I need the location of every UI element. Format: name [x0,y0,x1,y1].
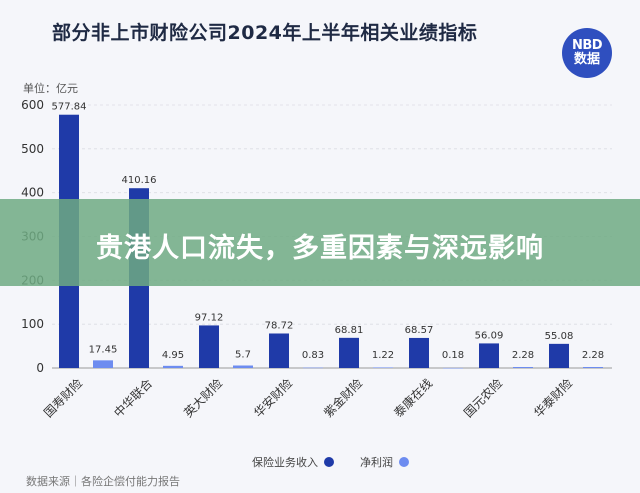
chart-legend: 保险业务收入 净利润 [252,454,435,470]
bar-profit [233,365,253,368]
x-tick-label: 紫金财险 [321,376,366,421]
bar-profit [373,367,393,368]
x-tick-label: 泰康在线 [391,376,436,421]
x-tick-label: 国寿财险 [41,376,86,421]
bar-profit [93,360,113,368]
bar-revenue [409,337,429,368]
data-label-profit: 2.28 [582,350,604,361]
unit-label: 单位：亿元 [23,82,78,95]
data-label-revenue: 56.09 [475,330,504,341]
data-label-profit: 17.45 [89,344,118,355]
data-label-profit: 4.95 [162,350,184,361]
bar-revenue [479,343,499,368]
data-label-profit: 0.18 [442,350,464,361]
logo-text-nbd: NBD [571,38,603,53]
bar-revenue [199,325,219,368]
data-label-profit: 1.22 [372,350,394,361]
bar-revenue [269,333,289,368]
x-tick-label: 中华联合 [111,376,156,421]
legend-swatch-profit [399,457,409,467]
x-tick-label: 华泰财险 [531,376,576,421]
data-label-profit: 2.28 [512,350,534,361]
x-tick-label: 英大财险 [181,376,226,421]
y-tick-label: 400 [21,186,44,200]
data-label-revenue: 577.84 [52,102,87,113]
y-tick-label: 0 [36,361,44,375]
legend-swatch-revenue [324,457,334,467]
bar-profit [443,367,463,369]
y-tick-label: 100 [21,317,44,331]
y-tick-label: 600 [21,98,44,112]
logo-text-data: 数据 [573,51,600,67]
data-label-profit: 0.83 [302,350,324,361]
bar-profit [303,367,323,369]
data-source: 数据来源｜各险企偿付能力报告 [26,475,180,488]
y-tick-label: 500 [21,142,44,156]
bar-profit [513,367,533,368]
data-label-revenue: 55.08 [545,331,574,342]
bar-revenue [339,337,359,368]
x-tick-label: 华安财险 [251,376,296,421]
bar-profit [583,367,603,368]
data-label-revenue: 68.81 [335,325,364,336]
data-label-revenue: 68.57 [405,325,434,336]
legend-label-profit: 净利润 [360,456,393,469]
data-label-revenue: 97.12 [195,312,224,323]
data-label-profit: 5.7 [235,350,251,361]
bar-profit [163,365,183,368]
nbd-logo: NBD 数据 [562,28,612,78]
headline-text: 贵港人口流失，多重因素与深远影响 [96,233,544,264]
x-tick-label: 国元农险 [461,376,506,421]
chart-title: 部分非上市财险公司2024年上半年相关业绩指标 [52,22,478,44]
headline-banner [0,199,640,286]
legend-label-revenue: 保险业务收入 [252,456,318,469]
bar-revenue [549,343,569,368]
data-label-revenue: 410.16 [122,175,157,186]
data-label-revenue: 78.72 [265,320,294,331]
